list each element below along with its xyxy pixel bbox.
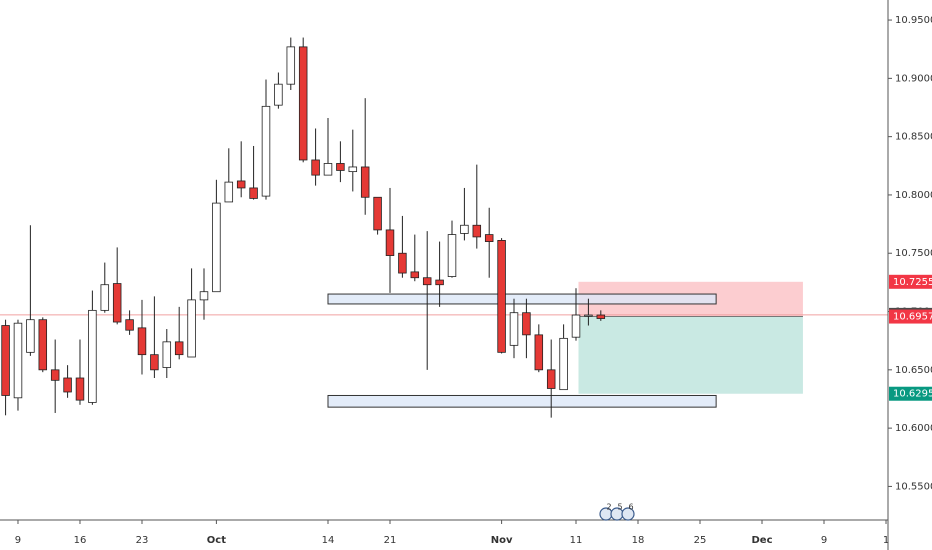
zone-box [327, 293, 717, 305]
y-tick-label: 10.90000 [895, 73, 932, 84]
price-label-bg [889, 386, 932, 401]
candle-body [472, 224, 482, 238]
candle-body [286, 46, 296, 85]
candle-body [435, 279, 444, 286]
y-tick-label: 10.75000 [895, 248, 932, 259]
candle-body [398, 252, 407, 274]
candle-body [546, 369, 556, 389]
candle-body [571, 314, 581, 338]
price-label-bg [889, 274, 932, 289]
candle-body [1, 325, 10, 396]
y-tick-label: 10.85000 [895, 132, 932, 143]
x-tick-label: Oct [207, 535, 226, 546]
price-label: 10.72550 [893, 277, 932, 288]
candle-body [187, 299, 196, 358]
x-tick-label: 18 [632, 535, 645, 546]
x-tick-label: 16 [74, 535, 87, 546]
x-tick-label: 25 [694, 535, 707, 546]
candle-body [26, 319, 35, 353]
candle-body [249, 187, 258, 199]
candle-body [137, 327, 147, 356]
candle-body [596, 314, 606, 319]
price-label: 10.62950 [893, 389, 932, 400]
candle-body [509, 312, 519, 346]
x-tick-label: 9 [15, 535, 21, 546]
x-tick-label: 21 [384, 535, 397, 546]
candle-body [323, 163, 333, 176]
candle-body [385, 229, 395, 256]
candle-body [150, 354, 159, 371]
candle-body [274, 83, 283, 106]
x-tick-label: 11 [570, 535, 583, 546]
candle-body [484, 234, 494, 242]
candle-body [559, 337, 568, 391]
candle-body [38, 319, 48, 371]
candle-body [373, 196, 382, 231]
candle-body [311, 159, 320, 176]
candle-body [199, 291, 209, 301]
x-tick-label: 23 [136, 535, 149, 546]
event-badge-label: 5 [617, 503, 622, 512]
event-badge [621, 507, 635, 521]
candle-body [522, 312, 531, 336]
candle-body [212, 202, 221, 293]
zone-box [327, 394, 717, 408]
x-tick-label: 14 [322, 535, 335, 546]
candle-body [298, 46, 308, 161]
x-tick-label: Nov [491, 535, 513, 546]
event-badge-label: 2 [606, 503, 611, 512]
target-zone [578, 316, 803, 394]
candle-body [447, 234, 457, 277]
candle-body [162, 341, 172, 368]
candle-body [100, 284, 110, 311]
x-tick-label: 1 [883, 535, 889, 546]
x-tick-label: Dec [752, 535, 773, 546]
y-tick-label: 10.65000 [895, 365, 932, 376]
y-tick-label: 10.60000 [895, 423, 932, 434]
candle-body [534, 334, 544, 371]
event-badge-label: 6 [628, 503, 633, 512]
candle-body [460, 224, 469, 234]
candle-body [75, 377, 85, 401]
candle-body [410, 271, 420, 279]
y-tick-label: 10.95000 [895, 15, 932, 26]
candle-body [224, 181, 234, 203]
candle-body [112, 283, 122, 323]
price-label-bg [889, 309, 932, 324]
candle-body [497, 240, 506, 353]
candle-body [13, 322, 23, 399]
candle-body [50, 369, 60, 381]
candle-body [125, 319, 134, 331]
candle-body [236, 180, 246, 189]
candle-body [584, 314, 593, 317]
candle-body [174, 341, 184, 356]
candle-body [348, 166, 358, 173]
candle-body [422, 277, 432, 286]
candle-body [360, 166, 370, 198]
x-tick-label: 9 [821, 535, 827, 546]
candle-body [63, 377, 72, 393]
candle-body [336, 163, 345, 171]
candle-body [88, 309, 97, 403]
y-tick-label: 10.55000 [895, 481, 932, 492]
candle-body [261, 105, 271, 197]
y-tick-label: 10.80000 [895, 190, 932, 201]
price-label: 10.69570 [893, 312, 932, 323]
